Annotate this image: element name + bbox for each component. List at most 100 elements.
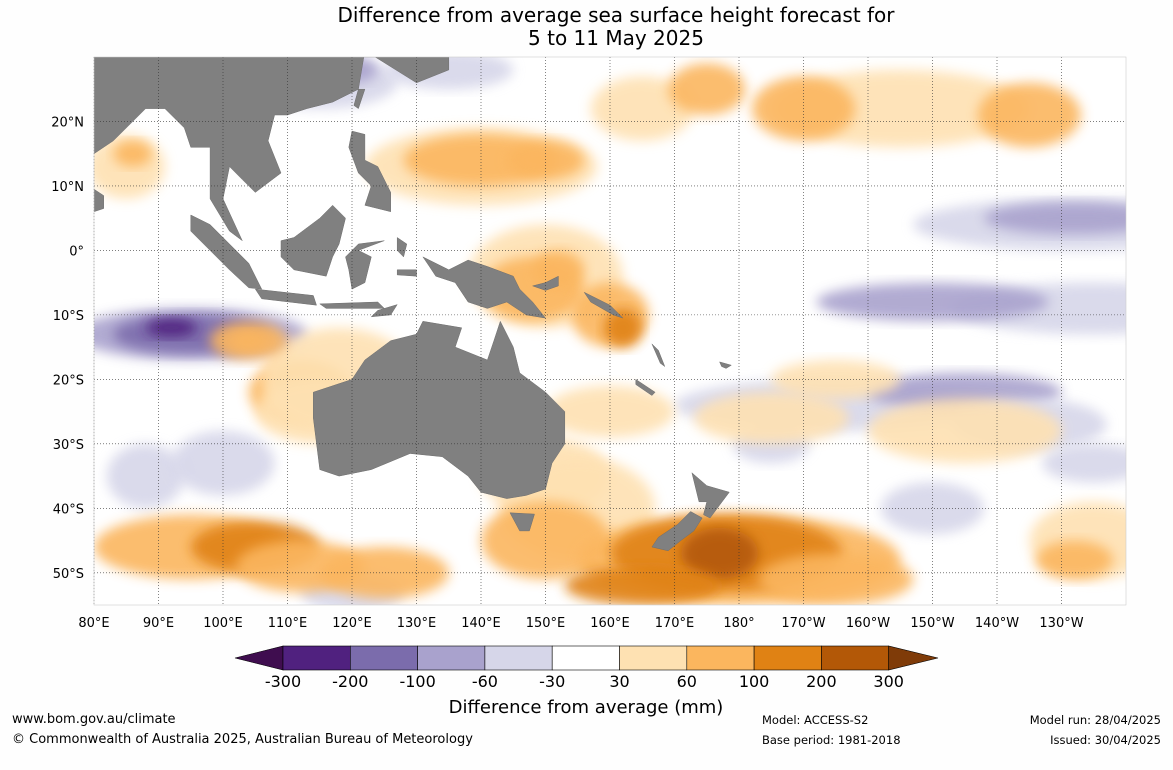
anomaly-region: [564, 566, 720, 605]
legend-tick: -300: [265, 672, 301, 691]
fiji: [719, 361, 732, 369]
longitude-label: 130°E: [397, 616, 437, 631]
longitude-label: 90°E: [143, 616, 174, 631]
legend-tick: -100: [399, 672, 435, 691]
website-link[interactable]: www.bom.gov.au/climate: [12, 712, 176, 727]
nz-north: [691, 472, 730, 519]
legend-label: Difference from average (mm): [449, 697, 724, 718]
longitude-label: 140°W: [975, 616, 1019, 631]
longitude-label: 80°E: [78, 616, 109, 631]
anomaly-region: [229, 331, 269, 351]
borneo: [280, 204, 346, 277]
longitude-label: 110°E: [268, 616, 308, 631]
japan: [417, 28, 456, 51]
anomaly-region: [1035, 540, 1114, 580]
anomaly-region: [880, 482, 985, 535]
latitude-label: 20°N: [51, 115, 84, 130]
sulawesi: [345, 240, 385, 290]
seram: [396, 269, 417, 277]
legend-tick: 300: [873, 672, 904, 691]
model-name: Model: ACCESS-S2: [762, 713, 869, 727]
legend-swatch: [349, 645, 418, 671]
anomaly-region: [868, 398, 1062, 464]
graticule: [93, 57, 1126, 605]
longitude-label: 180°: [723, 616, 754, 631]
map-frame: [93, 56, 1127, 606]
latitude-label: 20°S: [53, 373, 84, 388]
new-britain: [531, 275, 559, 291]
legend-swatch: [282, 645, 351, 671]
title-line-1: Difference from average sea surface heig…: [337, 3, 895, 27]
title-line-2: 5 to 11 May 2025: [528, 26, 704, 50]
java: [254, 288, 317, 306]
legend-swatch: [484, 645, 553, 671]
anomaly-region: [319, 547, 449, 599]
latitude-label: 10°S: [53, 309, 84, 324]
legend-tick: 100: [739, 672, 770, 691]
halmahera: [396, 237, 408, 258]
longitude-label: 150°W: [910, 616, 954, 631]
anomaly-region: [506, 140, 585, 180]
anomaly-region: [977, 82, 1081, 148]
anomaly-region: [145, 318, 198, 338]
anomaly-region: [590, 76, 694, 141]
latitude-label: 0°: [69, 244, 84, 259]
longitude-label: 120°E: [332, 616, 372, 631]
australia: [313, 320, 566, 499]
tasmania: [509, 512, 535, 532]
longitude-label: 140°E: [461, 616, 501, 631]
legend-tick: 30: [609, 672, 629, 691]
longitude-label: 160°W: [846, 616, 890, 631]
taiwan: [353, 88, 366, 109]
anomaly-region: [668, 63, 746, 115]
anomaly-region: [984, 202, 1126, 235]
legend-arrow-low: [234, 645, 284, 671]
land-masses: [94, 28, 732, 552]
new-guinea: [422, 256, 547, 319]
anomaly-region: [106, 443, 185, 509]
anomaly-region: [693, 392, 849, 444]
longitude-label: 100°E: [203, 616, 243, 631]
legend-tick: -30: [539, 672, 565, 691]
anomaly-region: [816, 282, 1049, 322]
legend-tick: -60: [472, 672, 498, 691]
legend-tick: 200: [806, 672, 837, 691]
anomaly-region: [1042, 443, 1126, 483]
latitude-labels: 20°N 10°N 0° 10°S 20°S 30°S 40°S 50°S: [51, 115, 84, 581]
anomaly-region: [171, 431, 275, 496]
anomaly-region: [758, 553, 914, 605]
latitude-label: 40°S: [53, 502, 84, 517]
legend-swatch: [417, 645, 486, 671]
longitude-label: 130°W: [1039, 616, 1083, 631]
longitude-labels: 80°E 90°E 100°E 110°E 120°E 130°E 140°E 150°E 16…: [78, 616, 1083, 631]
asia-mainland: [94, 57, 450, 241]
anomaly-region: [603, 308, 643, 348]
issued-date: Issued: 30/04/2025: [1050, 733, 1161, 747]
legend-tick: 60: [677, 672, 697, 691]
sri-lanka: [94, 188, 104, 212]
latitude-label: 10°N: [51, 180, 84, 195]
longitude-label: 170°W: [781, 616, 825, 631]
solomons: [583, 291, 624, 319]
anomaly-region: [113, 140, 152, 167]
legend-swatch: [551, 645, 620, 671]
longitude-label: 170°E: [655, 616, 695, 631]
new-caledonia: [635, 378, 656, 396]
legend-swatch: [753, 645, 822, 671]
longitude-label: 150°E: [526, 616, 566, 631]
base-period: Base period: 1981-2018: [762, 733, 901, 747]
copyright-text: © Commonwealth of Australia 2025, Austra…: [12, 732, 473, 747]
latitude-label: 30°S: [53, 438, 84, 453]
legend-swatch: [821, 645, 890, 671]
legend-swatch: [686, 645, 755, 671]
latitude-label: 50°S: [53, 567, 84, 582]
legend-swatch: [619, 645, 688, 671]
map-title: Difference from average sea surface heig…: [0, 4, 1173, 50]
nz-south: [651, 511, 703, 552]
colour-legend: -300 -200 -100 -60 -30 30 60 100 200 300: [234, 645, 939, 691]
legend-arrow-high: [888, 645, 939, 671]
longitude-label: 160°E: [590, 616, 630, 631]
philippines: [348, 130, 391, 213]
model-run-date: Model run: 28/04/2025: [1029, 713, 1161, 727]
